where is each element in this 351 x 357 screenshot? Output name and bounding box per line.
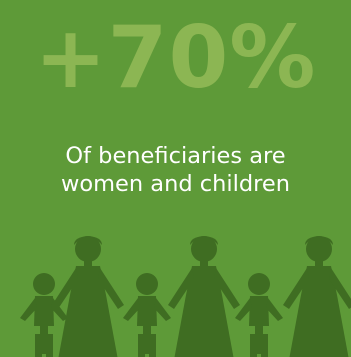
woman-icon xyxy=(52,236,124,357)
woman-icon xyxy=(283,236,351,357)
caption-line-2: women and children xyxy=(60,171,291,197)
child-icon xyxy=(123,273,171,357)
family-illustration xyxy=(0,232,351,357)
child-icon xyxy=(235,273,283,357)
woman-icon xyxy=(168,236,240,357)
statistic-value: +70% xyxy=(34,8,317,108)
statistic-caption: Of beneficiaries are women and children xyxy=(0,142,351,198)
caption-line-1: Of beneficiaries are xyxy=(65,143,286,169)
child-icon xyxy=(20,273,68,357)
